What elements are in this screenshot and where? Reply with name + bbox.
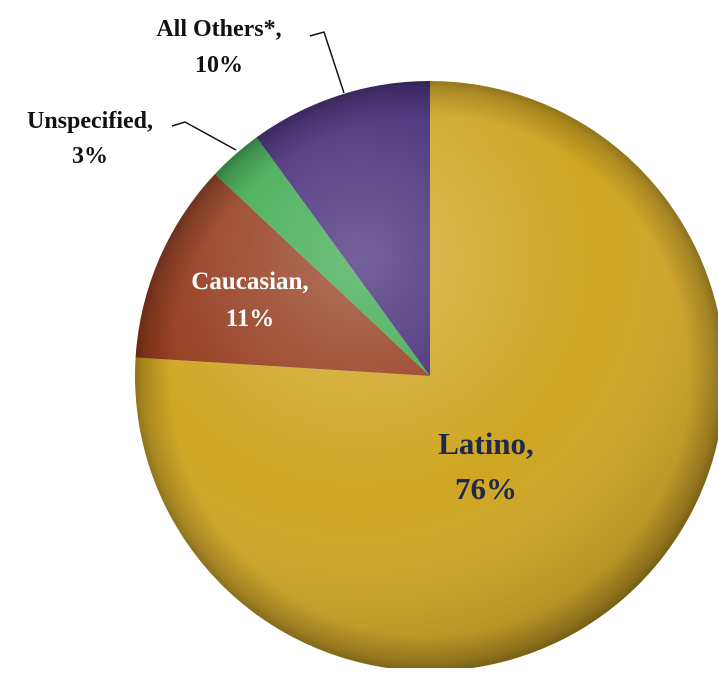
slice-label: Caucasian, [191, 268, 308, 295]
slice-label: Unspecified, [27, 108, 153, 134]
slice-value-label: 10% [195, 52, 243, 78]
slice-value-label: 3% [72, 143, 108, 169]
leader-line [171, 121, 237, 151]
pie-slices [135, 81, 718, 671]
slice-value-label: 11% [226, 305, 275, 332]
slice-label: All Others*, [156, 16, 281, 42]
leader-line [309, 31, 345, 94]
slice-value-label: 76% [455, 471, 517, 506]
slice-label: Latino, [438, 426, 534, 461]
label-leader-lines [171, 31, 345, 151]
data-labels: Latino, 76% Caucasian, 11% Unspecified, 3% All… [27, 16, 534, 506]
